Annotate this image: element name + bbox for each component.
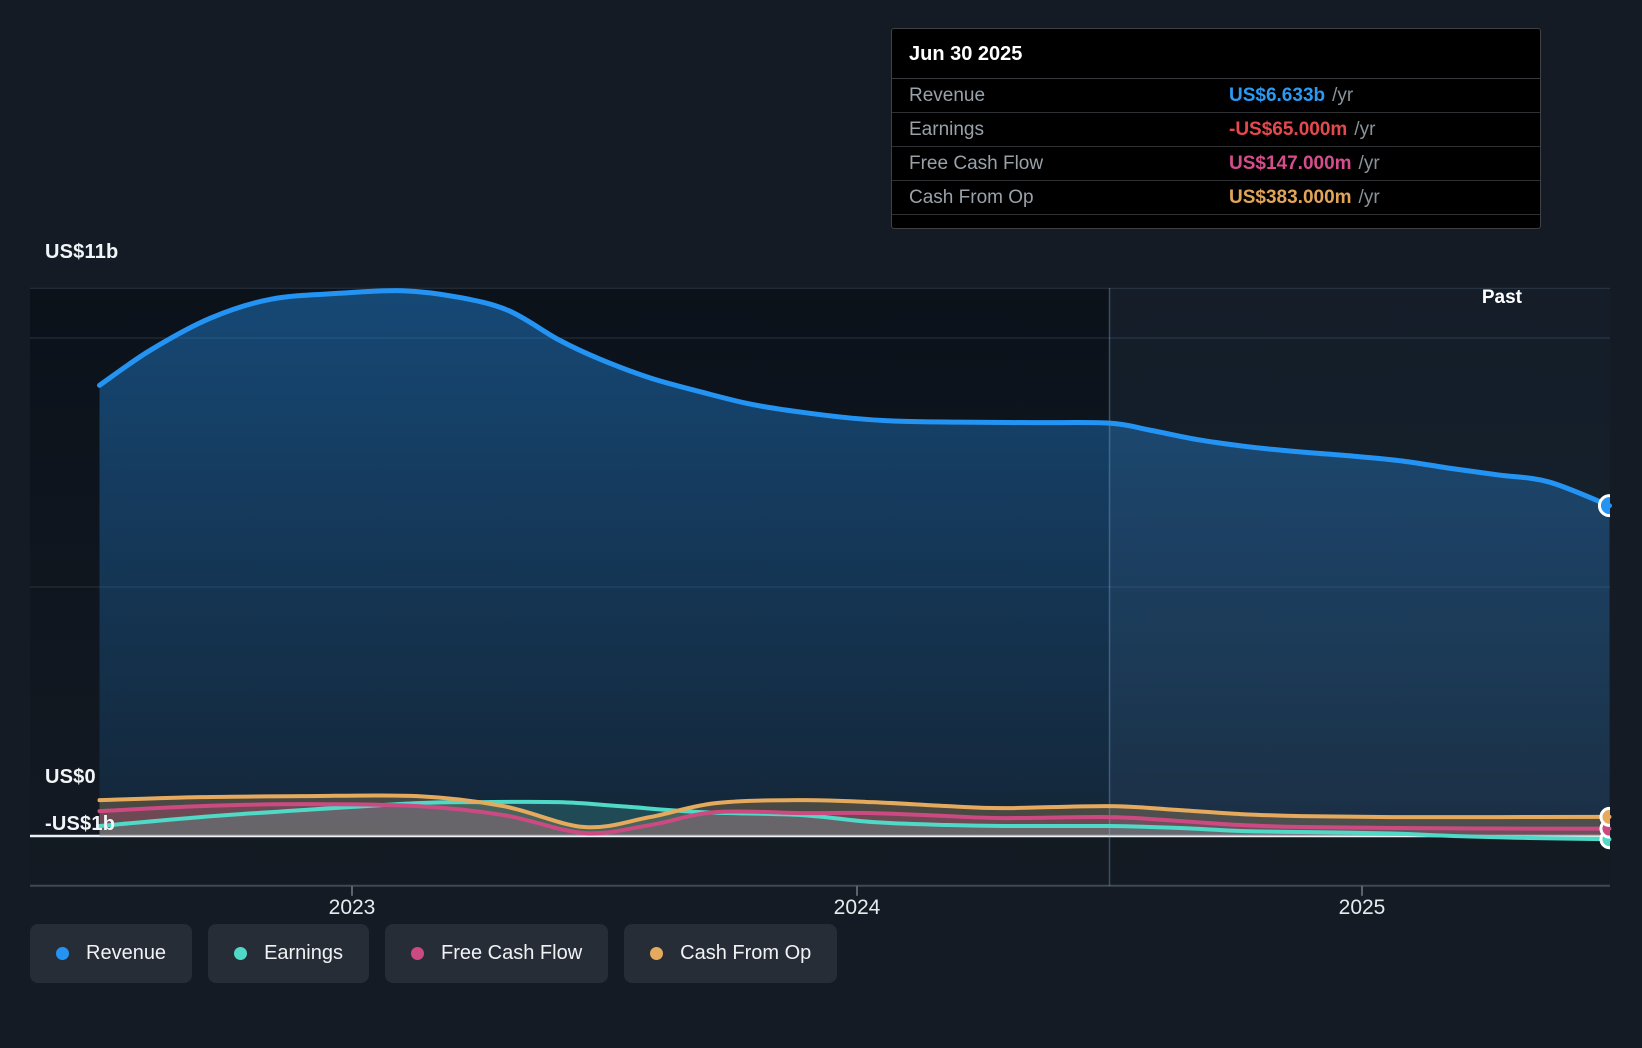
free-cash-flow-line: [97, 802, 1612, 836]
revenue-end-dot: [1597, 494, 1610, 518]
legend-pill-cash-from-op[interactable]: Cash From Op: [624, 924, 838, 983]
earnings-series-dot-icon: [234, 947, 248, 960]
cash-from-op-line: [97, 793, 1612, 830]
revenue-line: [97, 288, 1612, 509]
tooltip-date: Jun 30 2025: [892, 29, 1540, 79]
tooltip-earnings-suffix: /yr: [1354, 118, 1376, 140]
legend-pill-revenue[interactable]: Revenue: [30, 924, 193, 983]
legend-pill-earnings[interactable]: Earnings: [208, 924, 369, 983]
chart-legend: Revenue Earnings Free Cash Flow Cash Fro…: [30, 924, 838, 983]
y-axis-label-0: US$0: [45, 766, 96, 788]
past-region-overlay: [1109, 288, 1610, 836]
tooltip-earnings-value: -US$65.000m: [1229, 118, 1348, 140]
legend-pill-free-cash-flow[interactable]: Free Cash Flow: [385, 924, 609, 983]
tooltip-cashop-label: Cash From Op: [909, 186, 1034, 208]
tooltip-cashop-suffix: /yr: [1358, 186, 1380, 208]
legend-cashop-label: Cash From Op: [680, 942, 812, 964]
cash-from-op-series-dot-icon: [650, 947, 664, 960]
tooltip-row-earnings: Earnings -US$65.000m /yr: [892, 113, 1540, 147]
tooltip-row-cash-from-op: Cash From Op US$383.000m /yr: [892, 181, 1540, 215]
y-axis-label-neg1b: -US$1b: [45, 813, 116, 835]
legend-fcf-label: Free Cash Flow: [441, 942, 583, 964]
legend-earnings-label: Earnings: [264, 942, 343, 964]
tooltip-revenue-label: Revenue: [909, 84, 986, 106]
tooltip-row-free-cash-flow: Free Cash Flow US$147.000m /yr: [892, 147, 1540, 181]
revenue-series-dot-icon: [56, 947, 69, 960]
free-cash-flow-series-dot-icon: [411, 947, 424, 960]
end-point-markers: [1597, 494, 1610, 850]
x-axis-label-2023: 2023: [328, 896, 376, 919]
y-axis-label-11b: US$11b: [45, 241, 119, 263]
tooltip-fcf-label: Free Cash Flow: [909, 152, 1044, 174]
cash-from-op-end-dot: [1599, 806, 1610, 827]
past-region-label: Past: [1481, 287, 1522, 308]
tooltip-row-revenue: Revenue US$6.633b /yr: [892, 79, 1540, 113]
tooltip-cashop-value: US$383.000m: [1229, 186, 1352, 208]
tooltip-fcf-suffix: /yr: [1358, 152, 1380, 174]
revenue-area: [99, 290, 1610, 836]
chart-tooltip: Jun 30 2025 Revenue US$6.633b /yr Earnin…: [891, 28, 1541, 229]
tooltip-earnings-label: Earnings: [909, 118, 984, 140]
tooltip-revenue-value: US$6.633b: [1229, 84, 1326, 106]
x-axis-label-2024: 2024: [833, 896, 881, 919]
legend-revenue-label: Revenue: [86, 942, 167, 964]
tooltip-revenue-suffix: /yr: [1332, 84, 1354, 106]
x-axis-label-2025: 2025: [1338, 896, 1386, 919]
tooltip-fcf-value: US$147.000m: [1229, 152, 1352, 174]
